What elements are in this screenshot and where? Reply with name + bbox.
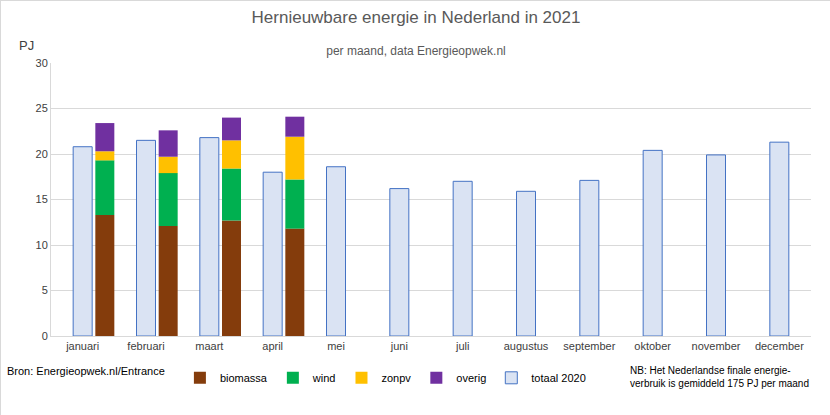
svg-text:overig: overig [456,372,486,384]
svg-text:0: 0 [42,330,48,342]
svg-text:NB: Het Nederlandse finale ene: NB: Het Nederlandse finale energie-verbr… [630,365,809,389]
svg-text:20: 20 [36,148,48,160]
svg-text:15: 15 [36,193,48,205]
svg-text:september: september [563,340,615,352]
svg-text:25: 25 [36,102,48,114]
svg-text:10: 10 [36,239,48,251]
svg-text:30: 30 [36,57,48,69]
svg-text:december: december [755,340,804,352]
svg-text:maart: maart [195,340,223,352]
svg-text:januari: januari [65,340,99,352]
svg-text:augustus: augustus [504,340,549,352]
svg-text:biomassa: biomassa [220,372,268,384]
svg-text:zonpv: zonpv [381,372,411,384]
svg-text:februari: februari [127,340,164,352]
svg-text:5: 5 [42,284,48,296]
svg-text:wind: wind [312,372,336,384]
svg-text:per maand, data Energieopwek.n: per maand, data Energieopwek.nl [326,44,505,58]
svg-text:juli: juli [455,340,469,352]
svg-text:totaal 2020: totaal 2020 [531,372,585,384]
svg-text:oktober: oktober [634,340,671,352]
svg-text:november: november [692,340,741,352]
svg-text:PJ: PJ [19,38,34,53]
svg-text:Bron: Energieopwek.nl/Entrance: Bron: Energieopwek.nl/Entrance [7,365,165,377]
svg-text:april: april [262,340,283,352]
svg-text:juni: juni [390,340,408,352]
svg-text:Hernieuwbare energie in Nederl: Hernieuwbare energie in Nederland in 202… [252,8,581,27]
svg-text:mei: mei [327,340,345,352]
